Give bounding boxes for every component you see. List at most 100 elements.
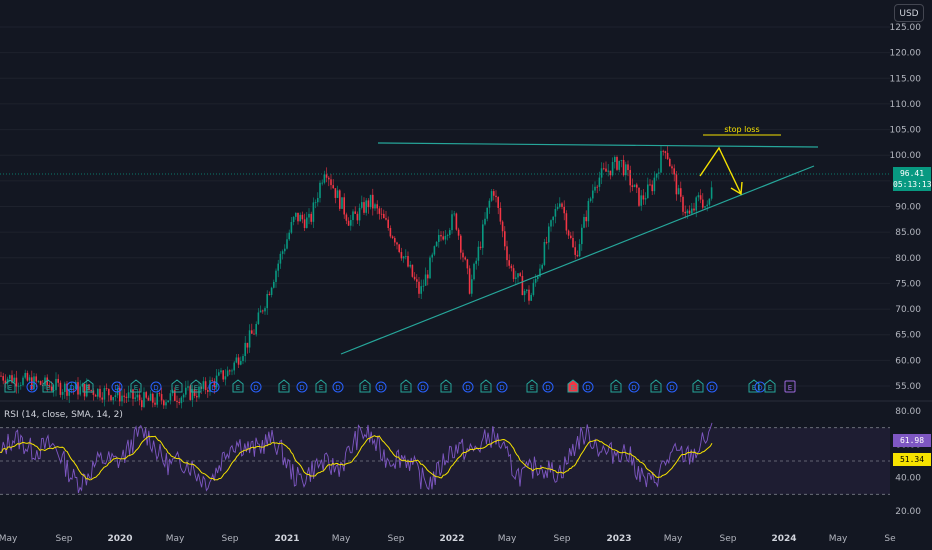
candle-body — [339, 190, 341, 209]
candle-body — [640, 195, 642, 206]
candle-body — [275, 270, 277, 282]
candle-body — [457, 229, 460, 236]
candle-body — [420, 286, 422, 294]
dividend-marker — [332, 381, 344, 393]
candle-body — [297, 212, 299, 222]
projection-arrowhead — [730, 181, 743, 196]
candle-body — [644, 198, 647, 200]
candle-body — [61, 391, 64, 395]
candle-body — [134, 397, 136, 399]
candle-body — [429, 257, 431, 279]
candle-body — [378, 208, 381, 214]
candle-body — [354, 211, 356, 214]
candle-body — [691, 208, 693, 214]
candle-body — [471, 279, 473, 294]
candle-body — [658, 172, 660, 174]
candle-body — [372, 194, 374, 209]
candle-body — [532, 282, 535, 295]
candle-body — [123, 395, 125, 397]
candle-body — [706, 204, 708, 207]
event-marker-label: E — [571, 384, 575, 392]
candle-body — [594, 186, 596, 191]
event-marker-label: D — [545, 384, 550, 392]
event-marker-label: E — [134, 384, 138, 392]
candle-body — [704, 206, 706, 208]
candle-body — [446, 235, 449, 236]
candle-body — [356, 213, 359, 221]
candle-body — [4, 380, 7, 384]
candle-body — [81, 383, 84, 387]
candle-body — [284, 248, 286, 252]
dividend-marker — [26, 381, 38, 393]
candle-body — [605, 168, 607, 172]
earnings-marker — [4, 379, 16, 393]
candle-body — [11, 375, 13, 383]
current-price-tag: 96.41 05:13:13 — [893, 167, 932, 191]
candle-body — [352, 211, 354, 221]
candle-body — [545, 242, 548, 243]
dividend-marker — [628, 381, 640, 393]
candle-body — [233, 362, 235, 371]
currency-selector[interactable]: USD — [894, 4, 924, 22]
candle-body — [59, 382, 62, 395]
candle-body — [627, 164, 629, 171]
event-marker-label: E — [788, 384, 792, 392]
candle-body — [312, 202, 315, 222]
event-marker-label: E — [444, 384, 448, 392]
candle-body — [427, 274, 429, 279]
price-axis-label: 55.00 — [895, 382, 921, 392]
candle-body — [693, 208, 695, 211]
candle-body — [167, 400, 169, 403]
candle-body — [662, 150, 664, 152]
candle-body — [35, 376, 37, 382]
event-marker-label: D — [420, 384, 425, 392]
date-axis-label: May — [498, 534, 517, 544]
support-trendline — [340, 165, 815, 355]
candle-body — [697, 195, 700, 198]
candle-body — [163, 400, 165, 406]
candle-body — [209, 380, 211, 392]
candle-countdown: 05:13:13 — [893, 180, 932, 189]
date-axis-label: 2021 — [274, 534, 299, 544]
price-axis-label: 60.00 — [895, 356, 921, 366]
candle-body — [383, 213, 385, 219]
candle-body — [508, 260, 510, 266]
event-marker-label: E — [654, 384, 658, 392]
candle-body — [620, 159, 623, 161]
date-axis-label: May — [664, 534, 683, 544]
candle-body — [477, 246, 480, 261]
candle-body — [240, 361, 242, 365]
rsi-sma-line — [0, 435, 713, 481]
candle-body — [178, 401, 180, 404]
candle-body — [39, 381, 42, 385]
date-axis-label: Sep — [222, 534, 239, 544]
candle-body — [255, 323, 257, 335]
candle-body — [449, 230, 451, 236]
candle-body — [336, 190, 339, 198]
candle-body — [671, 166, 673, 169]
candle-body — [152, 393, 154, 403]
candle-body — [229, 370, 231, 372]
candle-body — [277, 263, 279, 271]
candle-body — [15, 377, 18, 387]
earnings-marker — [315, 379, 327, 393]
candle-body — [105, 388, 108, 389]
candle-body — [2, 376, 4, 381]
candle-body — [244, 342, 246, 357]
candle-body — [6, 378, 9, 384]
candle-body — [55, 378, 57, 391]
candle-body — [50, 386, 53, 391]
candle-body — [367, 200, 370, 208]
candle-body — [286, 239, 288, 249]
candle-body — [299, 214, 301, 222]
event-marker-label: E — [8, 384, 12, 392]
candle-body — [523, 290, 526, 296]
candle-body — [328, 177, 330, 180]
candle-body — [585, 216, 587, 222]
candle-body — [418, 281, 420, 294]
candle-body — [317, 197, 319, 203]
candle-body — [363, 202, 365, 213]
candle-body — [686, 210, 689, 214]
rsi-indicator-title[interactable]: RSI (14, close, SMA, 14, 2) — [4, 410, 123, 420]
